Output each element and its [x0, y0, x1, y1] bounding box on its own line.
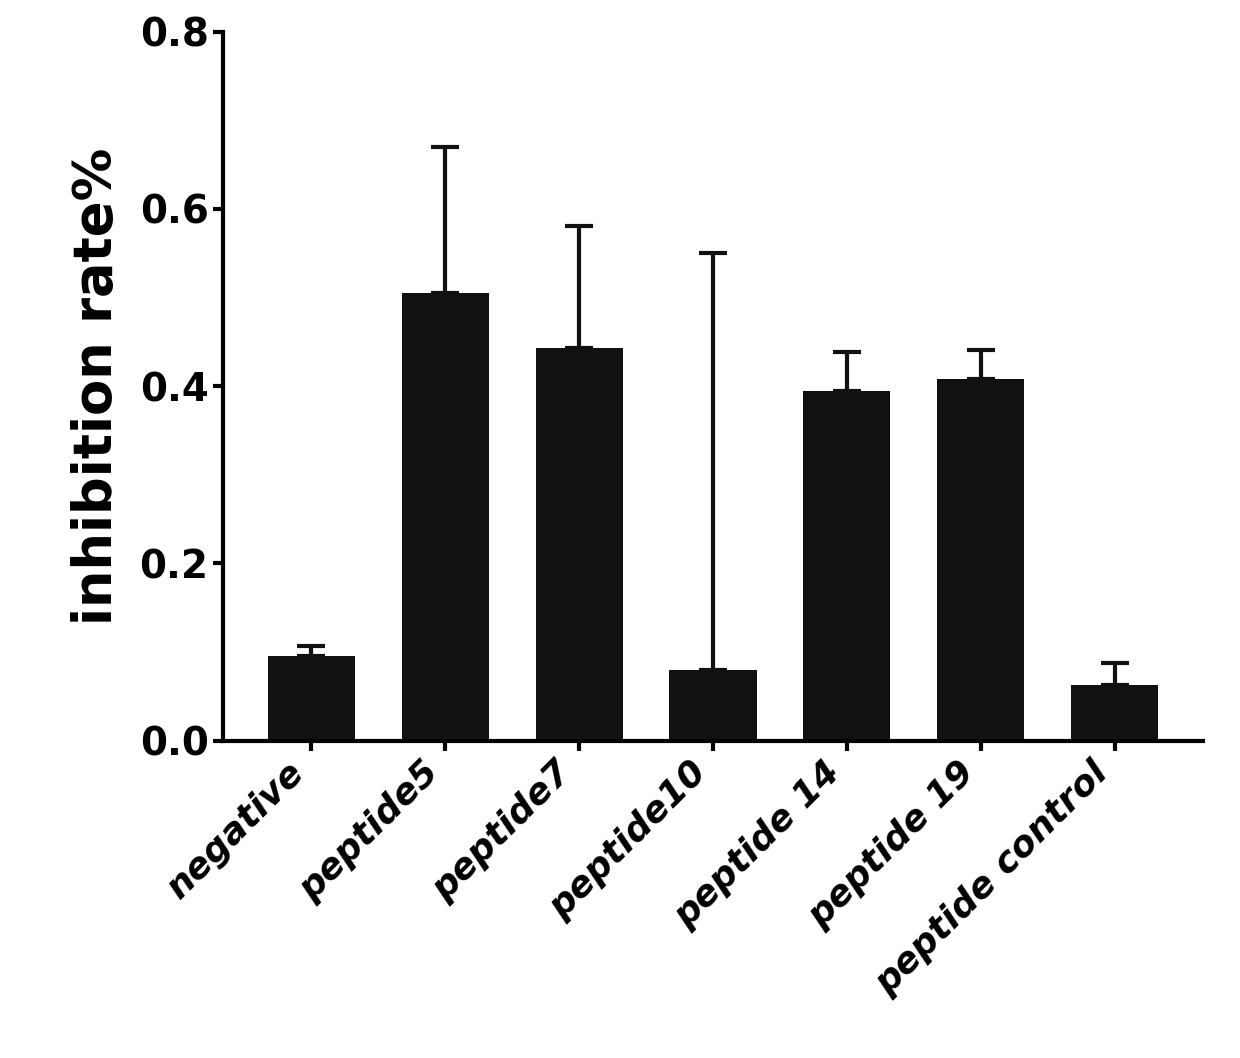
Bar	[268, 656, 355, 741]
Bar	[1071, 685, 1158, 741]
Bar	[402, 293, 489, 741]
Bar	[804, 390, 890, 741]
Bar	[536, 348, 622, 741]
Bar	[937, 379, 1024, 741]
Y-axis label: inhibition rate%: inhibition rate%	[71, 147, 123, 625]
Bar	[670, 670, 756, 741]
